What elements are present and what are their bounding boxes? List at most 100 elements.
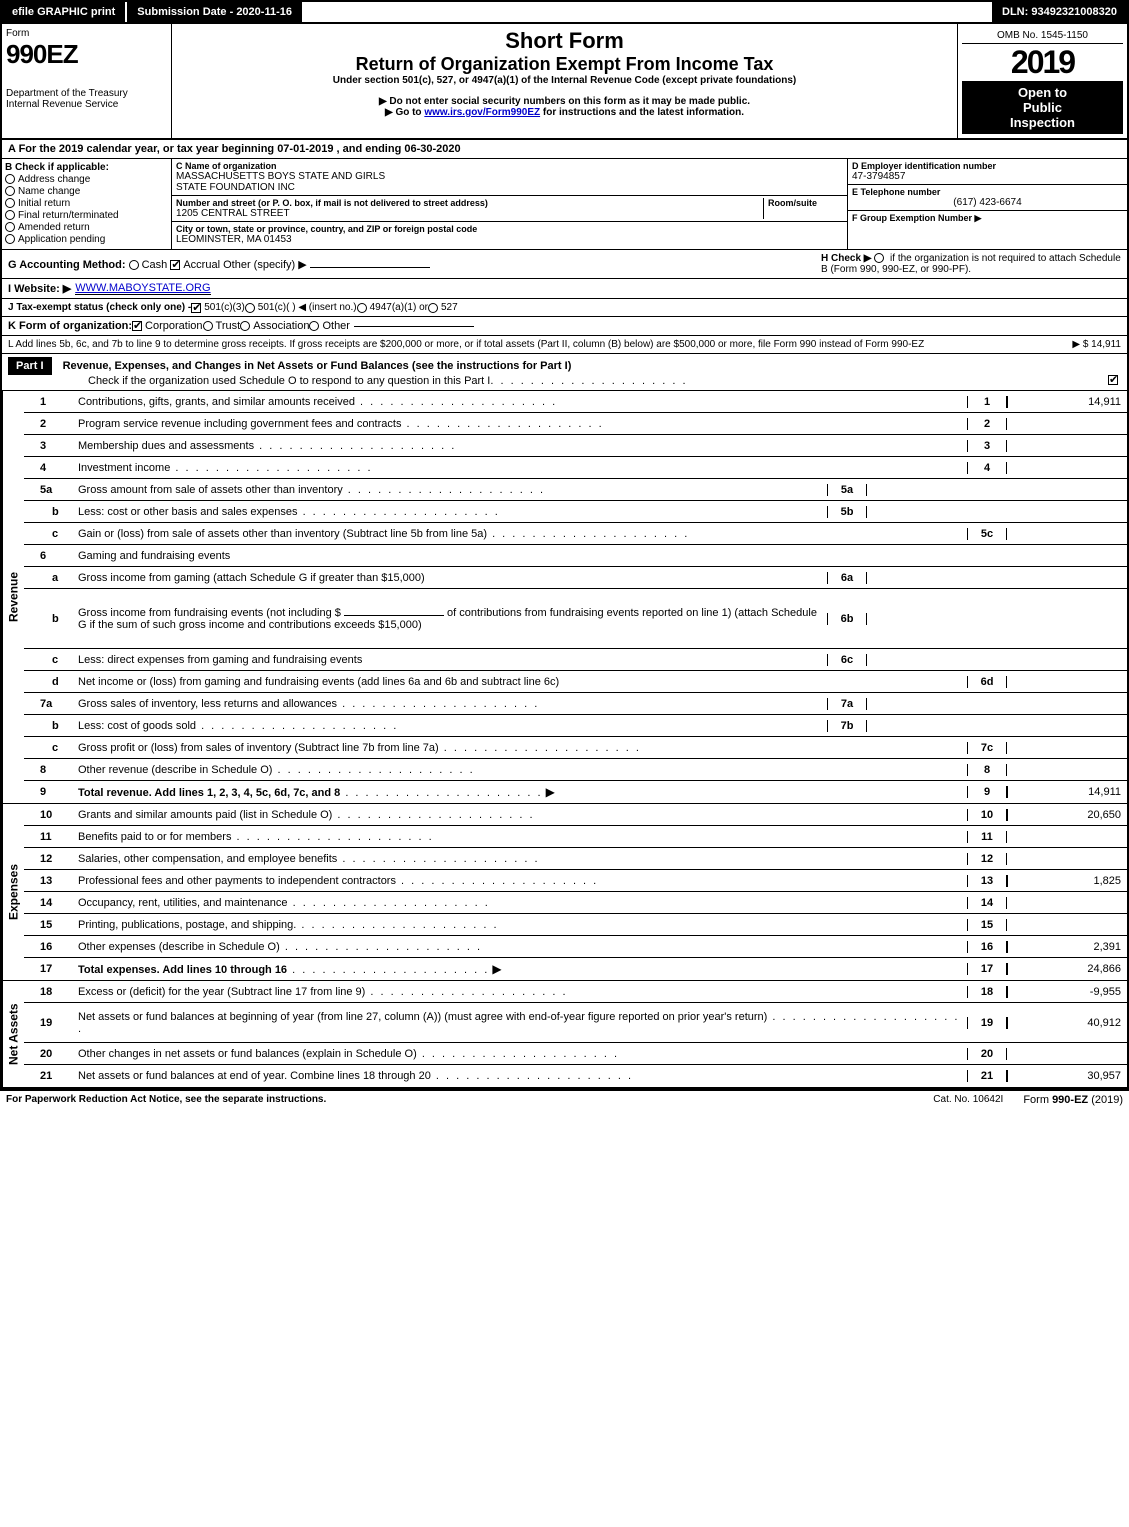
ln-10-num: 10 xyxy=(24,809,74,821)
check-corp[interactable] xyxy=(132,321,142,331)
ln-17-num: 17 xyxy=(24,963,74,975)
check-other-org[interactable] xyxy=(309,321,319,331)
ln-10-val: 20,650 xyxy=(1007,809,1127,821)
ln-19-box: 19 xyxy=(967,1017,1007,1029)
part-1-check-text: Check if the organization used Schedule … xyxy=(88,375,490,387)
ln-7a-num: 7a xyxy=(24,698,74,710)
ln-6c-mid: 6c xyxy=(827,654,867,666)
header-left: Form 990EZ Department of the Treasury In… xyxy=(2,24,172,138)
check-amended-return[interactable] xyxy=(5,222,15,232)
label-cash: Cash xyxy=(142,259,168,271)
label-other-method: Other (specify) ▶ xyxy=(223,259,307,271)
ln-3-num: 3 xyxy=(24,440,74,452)
ln-6a-desc: Gross income from gaming (attach Schedul… xyxy=(78,572,425,584)
check-501c3[interactable] xyxy=(191,303,201,313)
ln-12-box: 12 xyxy=(967,853,1007,865)
label-assoc: Association xyxy=(253,320,309,332)
efile-print-button[interactable]: efile GRAPHIC print xyxy=(2,2,125,22)
revenue-vert-label: Revenue xyxy=(2,391,24,803)
footer-form: Form 990-EZ (2019) xyxy=(1023,1094,1123,1106)
expenses-section: Expenses 10Grants and similar amounts pa… xyxy=(2,804,1127,981)
ln-14-box: 14 xyxy=(967,897,1007,909)
title-main: Return of Organization Exempt From Incom… xyxy=(176,54,953,75)
info-right-col: D Employer identification number 47-3794… xyxy=(847,159,1127,249)
ln-8-box: 8 xyxy=(967,764,1007,776)
ln-5a-num: 5a xyxy=(24,484,74,496)
check-schedule-b[interactable] xyxy=(874,253,884,263)
label-501c: 501(c)( ) ◀ (insert no.) xyxy=(258,302,357,313)
ln-5a-mid: 5a xyxy=(827,484,867,496)
label-other-org: Other xyxy=(322,320,350,332)
check-initial-return[interactable] xyxy=(5,198,15,208)
check-final-return[interactable] xyxy=(5,210,15,220)
ln-16-box: 16 xyxy=(967,941,1007,953)
row-l: L Add lines 5b, 6c, and 7b to line 9 to … xyxy=(2,336,1127,354)
check-name-change[interactable] xyxy=(5,186,15,196)
ln-7b-desc: Less: cost of goods sold xyxy=(78,720,196,732)
box-c-label: C Name of organization xyxy=(176,161,843,171)
label-name-change: Name change xyxy=(18,186,80,197)
ln-1-val: 14,911 xyxy=(1007,396,1127,408)
street-value: 1205 CENTRAL STREET xyxy=(176,208,763,219)
ln-17-desc: Total expenses. Add lines 10 through 16 xyxy=(78,964,287,976)
ln-9-num: 9 xyxy=(24,786,74,798)
other-org-input[interactable] xyxy=(354,326,474,327)
box-j-label: J Tax-exempt status (check only one) - xyxy=(8,302,191,313)
check-cash[interactable] xyxy=(129,260,139,270)
irs-link[interactable]: www.irs.gov/Form990EZ xyxy=(424,107,540,118)
ln-5b-num: b xyxy=(24,506,74,518)
ln-6d-desc: Net income or (loss) from gaming and fun… xyxy=(78,676,559,688)
ln-11-num: 11 xyxy=(24,831,74,843)
form-number: 990EZ xyxy=(6,39,167,70)
check-527[interactable] xyxy=(428,303,438,313)
label-initial-return: Initial return xyxy=(18,198,70,209)
check-app-pending[interactable] xyxy=(5,234,15,244)
ln-7c-box: 7c xyxy=(967,742,1007,754)
ln-13-num: 13 xyxy=(24,875,74,887)
ln-6b-input[interactable] xyxy=(344,615,444,616)
ln-6d-box: 6d xyxy=(967,676,1007,688)
open-line1: Open to xyxy=(966,85,1119,100)
ln-8-desc: Other revenue (describe in Schedule O) xyxy=(78,764,272,776)
ln-6b-desc1: Gross income from fundraising events (no… xyxy=(78,607,341,619)
check-4947[interactable] xyxy=(357,303,367,313)
phone-value: (617) 423-6674 xyxy=(852,197,1123,208)
box-l-amount: ▶ $ 14,911 xyxy=(1072,339,1121,350)
ln-14-num: 14 xyxy=(24,897,74,909)
check-assoc[interactable] xyxy=(240,321,250,331)
topbar: efile GRAPHIC print Submission Date - 20… xyxy=(2,2,1127,24)
website-link[interactable]: WWW.MABOYSTATE.ORG xyxy=(75,282,210,295)
ln-18-box: 18 xyxy=(967,986,1007,998)
ln-6c-num: c xyxy=(24,654,74,666)
other-method-input[interactable] xyxy=(310,267,430,268)
check-trust[interactable] xyxy=(203,321,213,331)
open-to-public: Open to Public Inspection xyxy=(962,81,1123,134)
ln-12-num: 12 xyxy=(24,853,74,865)
omb-number: OMB No. 1545-1150 xyxy=(962,28,1123,44)
submission-date: Submission Date - 2020-11-16 xyxy=(125,2,302,22)
label-app-pending: Application pending xyxy=(18,234,105,245)
label-4947: 4947(a)(1) or xyxy=(370,302,428,313)
check-address-change[interactable] xyxy=(5,174,15,184)
row-g-h: G Accounting Method: Cash Accrual Other … xyxy=(2,250,1127,279)
ln-13-val: 1,825 xyxy=(1007,875,1127,887)
ln-15-num: 15 xyxy=(24,919,74,931)
ln-21-desc: Net assets or fund balances at end of ye… xyxy=(78,1070,431,1082)
ln-9-box: 9 xyxy=(967,786,1007,798)
box-g-label: G Accounting Method: xyxy=(8,259,126,271)
check-schedule-o[interactable] xyxy=(1108,375,1118,385)
box-b: B Check if applicable: Address change Na… xyxy=(2,159,172,249)
header-right: OMB No. 1545-1150 2019 Open to Public In… xyxy=(957,24,1127,138)
box-f-label: F Group Exemption Number ▶ xyxy=(852,213,1123,224)
ln-8-num: 8 xyxy=(24,764,74,776)
box-h-label: H Check ▶ xyxy=(821,253,871,264)
ln-20-desc: Other changes in net assets or fund bala… xyxy=(78,1048,417,1060)
ln-16-num: 16 xyxy=(24,941,74,953)
check-accrual[interactable] xyxy=(170,260,180,270)
ln-20-box: 20 xyxy=(967,1048,1007,1060)
check-501c[interactable] xyxy=(245,303,255,313)
ln-3-box: 3 xyxy=(967,440,1007,452)
ln-4-box: 4 xyxy=(967,462,1007,474)
form-header: Form 990EZ Department of the Treasury In… xyxy=(2,24,1127,140)
dln: DLN: 93492321008320 xyxy=(992,2,1127,22)
